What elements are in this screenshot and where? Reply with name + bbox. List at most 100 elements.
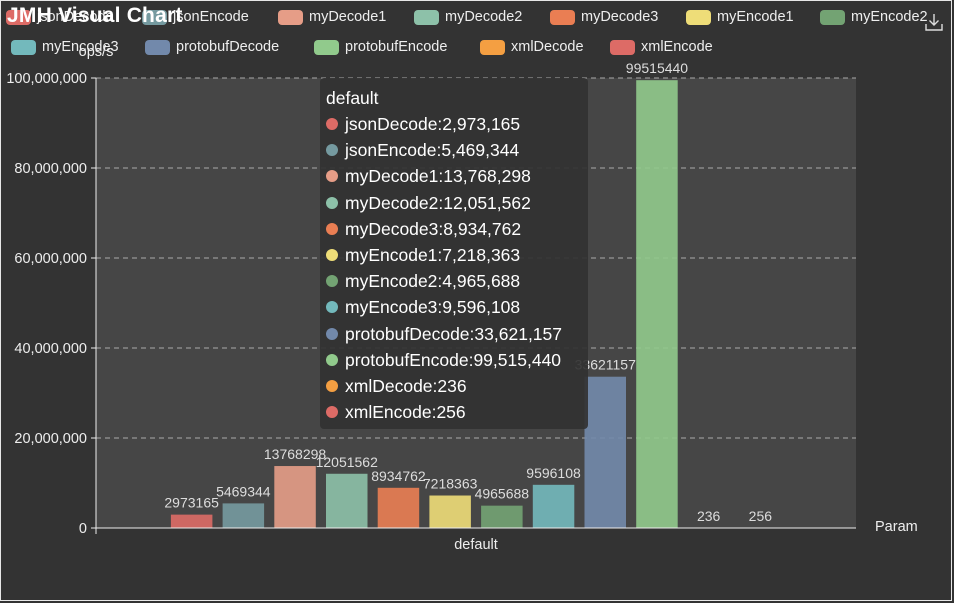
bar-myEncode1[interactable] — [429, 495, 471, 528]
y-tick-label: 0 — [79, 521, 87, 537]
data-label-myDecode2: 12051562 — [316, 454, 379, 470]
tooltip-row: xmlDecode: 236 — [326, 373, 588, 399]
legend-swatch — [314, 39, 339, 55]
data-label-xmlEncode: 256 — [749, 508, 773, 524]
tooltip-series-value: 8,934,762 — [443, 218, 522, 239]
y-tick-label: 60,000,000 — [14, 251, 87, 267]
legend-swatch — [278, 9, 303, 25]
data-label-protobufDecode: 33621157 — [575, 357, 636, 373]
tooltip-row: myDecode2: 12,051,562 — [326, 190, 588, 216]
tooltip-marker — [326, 353, 338, 366]
legend-label: xmlEncode — [641, 39, 713, 55]
y-tick-label: 40,000,000 — [14, 341, 87, 357]
bar-protobufEncode[interactable] — [636, 80, 678, 529]
y-axis-name: ops/s — [79, 44, 114, 60]
tooltip-series-name: jsonDecode — [345, 114, 438, 134]
data-label-protobufEncode: 99515440 — [626, 60, 689, 76]
legend-item-myDecode2[interactable]: myDecode2 — [414, 8, 522, 26]
tooltip-series-name: myEncode3 — [345, 297, 438, 318]
tooltip-marker — [326, 406, 338, 419]
x-tick-label: default — [454, 537, 498, 553]
legend-label: jsonDecode — [37, 9, 114, 25]
data-label-myDecode1: 13768298 — [264, 446, 327, 462]
data-label-jsonDecode: 2973165 — [164, 495, 219, 511]
tooltip-series-value: 12,051,562 — [443, 192, 531, 213]
tooltip-series-name: xmlEncode — [345, 402, 432, 423]
bar-protobufDecode[interactable] — [584, 376, 627, 528]
tooltip-title: default — [326, 88, 379, 108]
legend-swatch — [686, 9, 711, 25]
tooltip-marker — [326, 118, 338, 131]
tooltip-row: protobufDecode: 33,621,157 — [326, 321, 588, 347]
save-as-image-button[interactable] — [924, 12, 944, 32]
data-label-xmlDecode: 236 — [697, 508, 721, 524]
tooltip: default jsonDecode: 2,973,165 jsonEncode:… — [320, 78, 588, 429]
tooltip-series-name: myEncode1 — [345, 244, 438, 265]
tooltip-marker — [326, 301, 338, 314]
legend-label: myDecode1 — [309, 9, 387, 25]
tooltip-series-value: 33,621,157 — [474, 323, 563, 344]
legend-item-jsonDecode[interactable]: jsonDecode — [6, 8, 114, 26]
axis-layer: 0 20,000,000 40,000,000 60,000,000 80,000,00… — [6, 44, 917, 553]
legend-label: protobufDecode — [176, 39, 280, 55]
legend-swatch — [6, 9, 31, 25]
legend-item-xmlDecode[interactable]: xmlDecode — [480, 38, 584, 56]
legend-label: myEncode1 — [717, 9, 794, 25]
legend-label: jsonEncode — [173, 9, 249, 25]
legend-item-myEncode2[interactable]: myEncode2 — [820, 8, 928, 26]
tooltip-series-name: myDecode2 — [345, 192, 439, 213]
tooltip-marker — [326, 144, 338, 157]
legend-item-myEncode3[interactable]: myEncode3 — [11, 38, 119, 56]
tooltip-marker — [326, 196, 338, 209]
legend-item-xmlEncode[interactable]: xmlEncode — [610, 38, 713, 56]
tooltip-series-value: 99,515,440 — [473, 349, 562, 370]
legend-item-protobufDecode[interactable]: protobufDecode — [145, 38, 279, 56]
tooltip-series-value: 13,768,298 — [443, 166, 531, 187]
tooltip-marker — [326, 249, 338, 262]
tooltip-series-name: myDecode3 — [345, 218, 439, 239]
legend-item-jsonEncode[interactable]: jsonEncode — [142, 8, 249, 26]
bar-myEncode3[interactable] — [532, 484, 575, 528]
data-label-myEncode1: 7218363 — [423, 476, 478, 492]
legend-item-protobufEncode[interactable]: protobufEncode — [314, 38, 447, 56]
legend-label: myEncode2 — [851, 9, 928, 25]
chart-title: JMH Visual Chart — [7, 4, 183, 27]
legend-label: myDecode2 — [445, 9, 523, 25]
bar-myEncode2[interactable] — [481, 505, 523, 528]
legend-swatch — [11, 39, 36, 55]
legend-item-myDecode3[interactable]: myDecode3 — [550, 8, 658, 26]
legend-item-myDecode1[interactable]: myDecode1 — [278, 8, 386, 26]
tooltip-series-value: 9,596,108 — [442, 297, 521, 318]
tooltip-marker — [326, 275, 338, 288]
tooltip-marker — [326, 222, 338, 235]
tooltip-series-value: 236 — [437, 375, 467, 396]
tooltip-series-name: protobufEncode — [345, 349, 469, 370]
tooltip-series-name: protobufDecode — [345, 323, 470, 344]
legend-label: myDecode3 — [581, 9, 659, 25]
legend-swatch — [480, 39, 505, 55]
legend-swatch — [142, 9, 167, 25]
tooltip-row: xmlEncode: 256 — [326, 399, 588, 425]
legend-item-myEncode1[interactable]: myEncode1 — [686, 8, 794, 26]
y-tick-label: 20,000,000 — [14, 431, 87, 447]
download-icon — [925, 14, 943, 31]
bar-myDecode3[interactable] — [377, 487, 420, 528]
legend-label: myEncode3 — [42, 39, 119, 55]
tooltip-row: myDecode1: 13,768,298 — [326, 163, 588, 189]
tooltip-row: jsonDecode: 2,973,165 — [326, 111, 588, 137]
tooltip-marker — [326, 170, 338, 183]
bar-jsonEncode[interactable] — [222, 503, 265, 528]
tooltip-row: myEncode3: 9,596,108 — [326, 294, 588, 320]
bar-myDecode2[interactable] — [326, 473, 368, 528]
bar-jsonDecode[interactable] — [170, 514, 213, 528]
tooltip-series-value: 2,973,165 — [442, 114, 521, 134]
legend-swatch — [820, 9, 845, 25]
tooltip-row: myDecode3: 8,934,762 — [326, 216, 588, 242]
tooltip-row: jsonEncode: 5,469,344 — [326, 137, 588, 163]
legend-swatch — [145, 39, 170, 55]
tooltip-series-value: 4,965,688 — [442, 271, 521, 292]
bar-myDecode1[interactable] — [274, 466, 316, 528]
legend-swatch — [414, 9, 439, 25]
data-label-myEncode3: 9596108 — [526, 465, 581, 481]
